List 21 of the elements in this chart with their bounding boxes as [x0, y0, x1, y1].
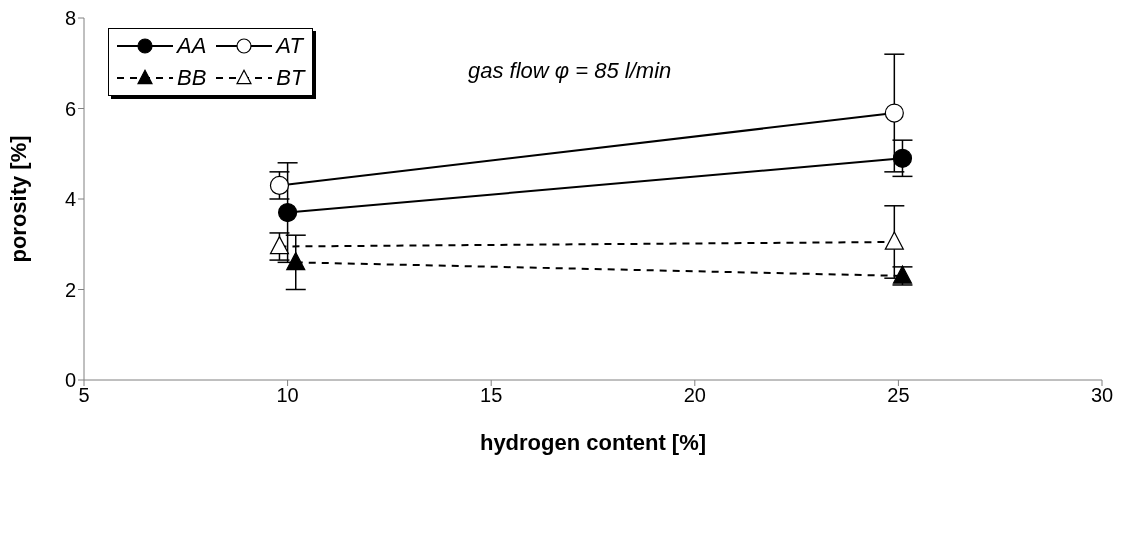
- legend-label: BB: [177, 65, 207, 91]
- x-tick-label: 10: [276, 384, 299, 407]
- x-tick-label: 25: [887, 384, 910, 407]
- point: [278, 202, 298, 223]
- point: [884, 103, 904, 123]
- y-tick-label: 0: [64, 369, 76, 392]
- x-tick-label: 15: [480, 384, 503, 407]
- point: [892, 148, 913, 168]
- x-tick-label: 5: [78, 384, 90, 407]
- annotation: gas flow φ = 85 l/min: [468, 58, 672, 84]
- x-tick-label: 20: [683, 384, 706, 407]
- y-axis-title: porosity [%]: [5, 135, 31, 263]
- x-tick-label: 30: [1090, 384, 1114, 407]
- legend-label: AT: [276, 33, 303, 59]
- x-axis-title: hydrogen content [%]: [479, 430, 707, 455]
- y-tick-label: 6: [64, 97, 76, 120]
- legend-label: AA: [177, 33, 207, 59]
- y-tick-label: 4: [64, 188, 76, 211]
- y-tick-label: 2: [64, 278, 76, 301]
- y-tick-label: 8: [64, 7, 76, 30]
- legend-label: BT: [276, 65, 305, 91]
